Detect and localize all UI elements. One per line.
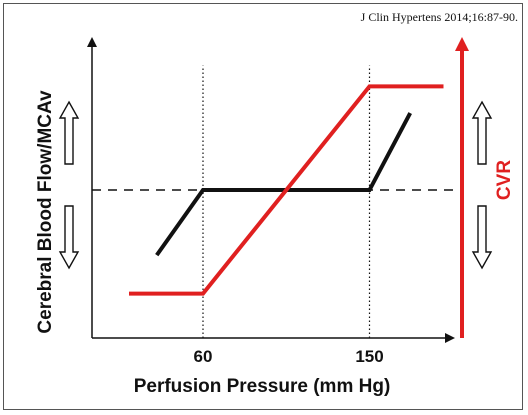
x-tick-label-150: 150 bbox=[355, 347, 383, 366]
left-down-arrow-icon bbox=[58, 205, 80, 270]
left-up-arrow-icon bbox=[58, 100, 80, 165]
series-line-2 bbox=[129, 84, 444, 296]
cvr-axis-label: CVR bbox=[494, 160, 515, 200]
series-line-1 bbox=[155, 112, 412, 257]
figure-frame bbox=[3, 3, 523, 410]
direction-arrows bbox=[58, 100, 493, 270]
tick-labels: 60 150 bbox=[194, 347, 384, 366]
right-down-arrow-icon bbox=[471, 205, 493, 270]
x-axis-label: Perfusion Pressure (mm Hg) bbox=[134, 376, 391, 397]
y-axis-label: Cerebral Blood Flow/MCAv bbox=[35, 90, 56, 334]
reference-lines bbox=[92, 65, 454, 338]
citation: J Clin Hypertens 2014;16:87-90. bbox=[360, 10, 518, 24]
x-tick-label-60: 60 bbox=[194, 347, 213, 366]
series-layer bbox=[129, 84, 444, 296]
right-up-arrow-icon bbox=[471, 100, 493, 165]
